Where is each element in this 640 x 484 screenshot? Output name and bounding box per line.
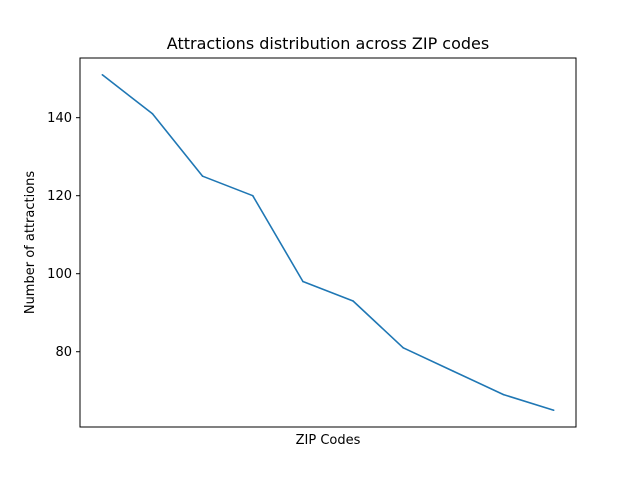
y-tick-label: 100 (47, 267, 72, 282)
y-axis-label: Number of attractions (23, 171, 38, 315)
y-axis: 80 100 120 140 (47, 111, 80, 360)
series-line (101, 74, 554, 411)
data-point (151, 112, 154, 115)
data-point (201, 175, 204, 177)
chart-title: Attractions distribution across ZIP code… (167, 34, 489, 53)
data-point (552, 409, 555, 412)
data-point (251, 194, 254, 197)
data-point (452, 370, 455, 373)
plot-frame (79, 57, 577, 428)
data-point (402, 347, 405, 349)
y-tick-label: 80 (55, 345, 72, 360)
x-axis-label: ZIP Codes (296, 433, 361, 448)
y-tick-label: 140 (47, 111, 72, 126)
data-point (502, 393, 505, 396)
data-point (302, 280, 304, 283)
y-tick-label: 120 (47, 189, 72, 204)
plot-area (101, 73, 555, 412)
data-point (101, 73, 104, 76)
data-point (352, 300, 354, 302)
